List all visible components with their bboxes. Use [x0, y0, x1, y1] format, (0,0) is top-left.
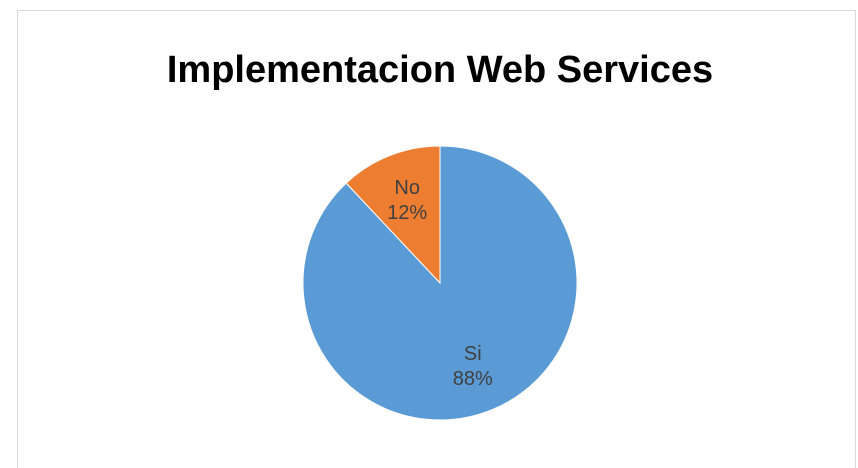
value-label: 88% [453, 368, 493, 390]
pie-slice [345, 145, 441, 285]
category-label: Si [464, 343, 482, 365]
category-label: No [394, 177, 420, 199]
data-label: No 12% [387, 177, 427, 224]
chart-title: Implementacion Web Services [167, 49, 713, 91]
data-label: Si 88% [453, 343, 493, 390]
value-label: 12% [387, 202, 427, 224]
